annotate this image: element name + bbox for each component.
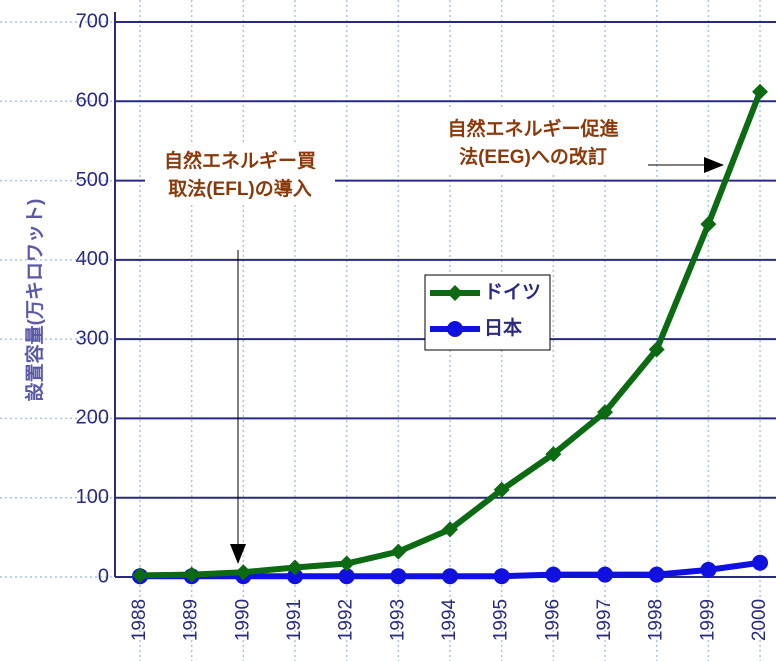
y-tick-label: 500 — [76, 169, 109, 191]
annotation-box — [438, 110, 628, 172]
point-marker — [700, 216, 717, 233]
y-axis-label: 設置容量(万キロワット) — [23, 199, 46, 402]
x-tick-label: 1988 — [129, 599, 150, 641]
x-tick-label: 1998 — [646, 599, 667, 641]
x-tick-label: 1991 — [284, 599, 305, 641]
y-tick-label: 600 — [76, 90, 109, 112]
point-marker — [442, 521, 459, 538]
point-marker — [493, 481, 510, 498]
point-marker — [338, 555, 355, 572]
point-marker — [597, 566, 614, 583]
x-tick-label: 1990 — [232, 599, 253, 641]
point-marker — [648, 566, 665, 583]
annotation-text: 自然エネルギー買 — [164, 149, 316, 172]
x-tick-label: 1999 — [697, 599, 718, 641]
x-tick-label: 1994 — [439, 598, 460, 641]
point-marker — [287, 559, 304, 576]
x-tick-label: 1996 — [542, 599, 563, 641]
point-marker — [752, 554, 769, 571]
point-marker — [597, 404, 614, 421]
x-tick-label: 1997 — [594, 599, 615, 641]
point-marker — [700, 561, 717, 578]
point-marker — [390, 568, 407, 585]
point-marker — [447, 321, 463, 337]
point-marker — [235, 564, 252, 581]
annotation-text: 自然エネルギー促進 — [447, 117, 618, 140]
point-marker — [493, 568, 510, 585]
x-tick-label: 1993 — [387, 599, 408, 641]
x-tick-label: 1992 — [336, 599, 357, 641]
annotation-box — [145, 142, 335, 204]
point-marker — [648, 341, 665, 358]
point-marker — [338, 568, 355, 585]
annotation-text: 取法(EFL)の導入 — [168, 177, 312, 200]
point-marker — [545, 566, 562, 583]
point-marker — [132, 567, 148, 584]
y-tick-label: 400 — [76, 248, 109, 270]
point-marker — [447, 285, 463, 301]
legend-box — [424, 274, 551, 351]
point-marker — [183, 566, 200, 583]
x-tick-label: 1995 — [491, 599, 512, 641]
legend-label: 日本 — [484, 316, 522, 339]
x-tick-label: 1989 — [181, 599, 202, 641]
point-marker — [287, 568, 304, 585]
legend-label: ドイツ — [484, 282, 541, 303]
point-marker — [442, 568, 459, 585]
point-marker — [545, 446, 562, 463]
y-tick-label: 200 — [76, 407, 109, 429]
y-tick-label: 700 — [76, 10, 109, 32]
point-marker — [390, 543, 407, 560]
plot — [132, 83, 769, 585]
y-tick-label: 0 — [98, 565, 109, 587]
y-tick-label: 100 — [76, 486, 109, 508]
annotation-text: 法(EEG)への改訂 — [459, 145, 607, 168]
x-tick-label: 2000 — [749, 599, 770, 641]
y-tick-label: 300 — [76, 327, 109, 349]
point-marker — [752, 83, 769, 100]
